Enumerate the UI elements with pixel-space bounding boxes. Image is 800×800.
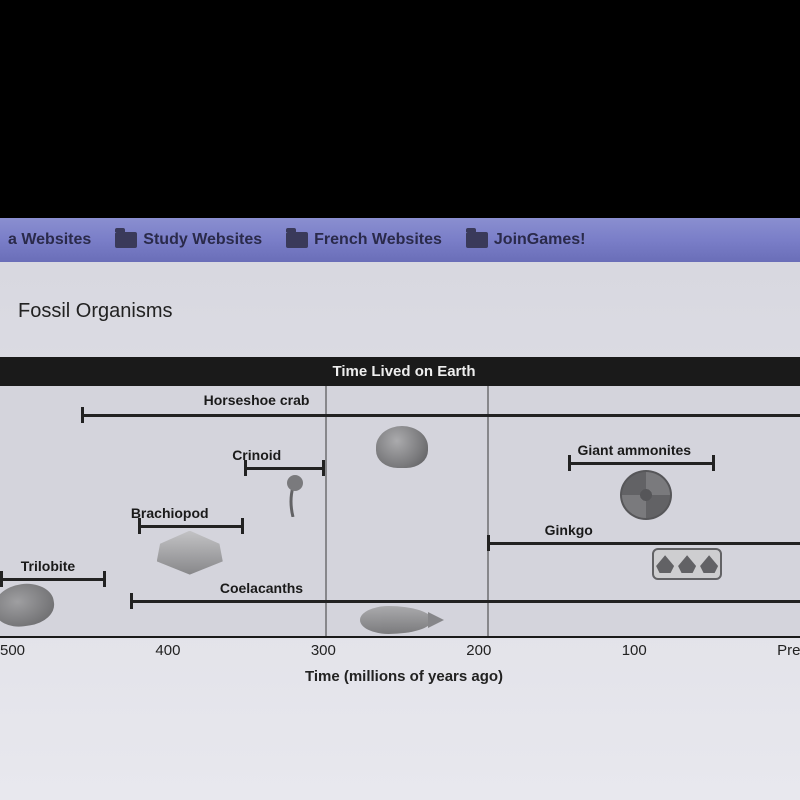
bookmark-label: Study Websites <box>143 231 262 249</box>
axis-tick: 500 <box>0 642 25 666</box>
horseshoe-icon <box>376 426 428 468</box>
organism-label: Brachiopod <box>131 505 209 521</box>
chart-header: Time Lived on Earth <box>0 357 800 386</box>
x-axis-ticks: 500 400 300 200 100 Pres <box>0 642 800 666</box>
page-content: Fossil Organisms Time Lived on Earth Hor… <box>0 262 800 800</box>
ginkgo-icon <box>652 548 722 580</box>
folder-icon <box>466 232 488 248</box>
bookmark-label: a Websites <box>8 231 91 249</box>
gridline <box>325 386 327 636</box>
crinoid-icon <box>279 473 307 517</box>
brachiopod-icon <box>157 531 223 575</box>
bookmark-label: French Websites <box>314 231 442 249</box>
range-bar <box>81 414 800 417</box>
bookmark-item-french[interactable]: French Websites <box>286 231 442 249</box>
bookmark-label: JoinGames! <box>494 231 586 249</box>
bookmark-item-joingames[interactable]: JoinGames! <box>466 231 586 249</box>
ammonite-icon <box>620 470 672 520</box>
page-title: Fossil Organisms <box>18 300 800 323</box>
x-axis-label: Time (millions of years ago) <box>0 668 800 685</box>
axis-tick: 400 <box>155 642 180 666</box>
chart-body: Horseshoe crab Crinoid Giant ammonites Brac… <box>0 386 800 638</box>
axis-tick: Pres <box>777 642 800 666</box>
axis-tick: 200 <box>466 642 491 666</box>
axis-tick: 100 <box>622 642 647 666</box>
viewport-blackbar-top <box>0 0 800 218</box>
range-bar <box>568 462 714 465</box>
organism-label: Coelacanths <box>220 580 303 596</box>
organism-label: Trilobite <box>21 558 75 574</box>
organism-label: Ginkgo <box>545 522 593 538</box>
range-bar <box>244 467 325 470</box>
folder-icon <box>115 232 137 248</box>
range-bar <box>0 578 106 581</box>
fish-icon <box>360 606 432 634</box>
bookmark-item-study[interactable]: Study Websites <box>115 231 262 249</box>
folder-icon <box>286 232 308 248</box>
bookmark-bar: a Websites Study Websites French Website… <box>0 218 800 262</box>
organism-label: Horseshoe crab <box>204 392 310 408</box>
range-bar <box>138 525 244 528</box>
bookmark-item-websites[interactable]: a Websites <box>8 231 91 249</box>
axis-tick: 300 <box>311 642 336 666</box>
trilobite-icon <box>0 580 57 630</box>
organism-label: Giant ammonites <box>577 442 691 458</box>
range-bar <box>487 542 800 545</box>
organism-label: Crinoid <box>232 447 281 463</box>
gridline <box>487 386 489 636</box>
fossil-timeline-chart: Time Lived on Earth Horseshoe crab Crinoi… <box>0 357 800 685</box>
range-bar <box>130 600 800 603</box>
